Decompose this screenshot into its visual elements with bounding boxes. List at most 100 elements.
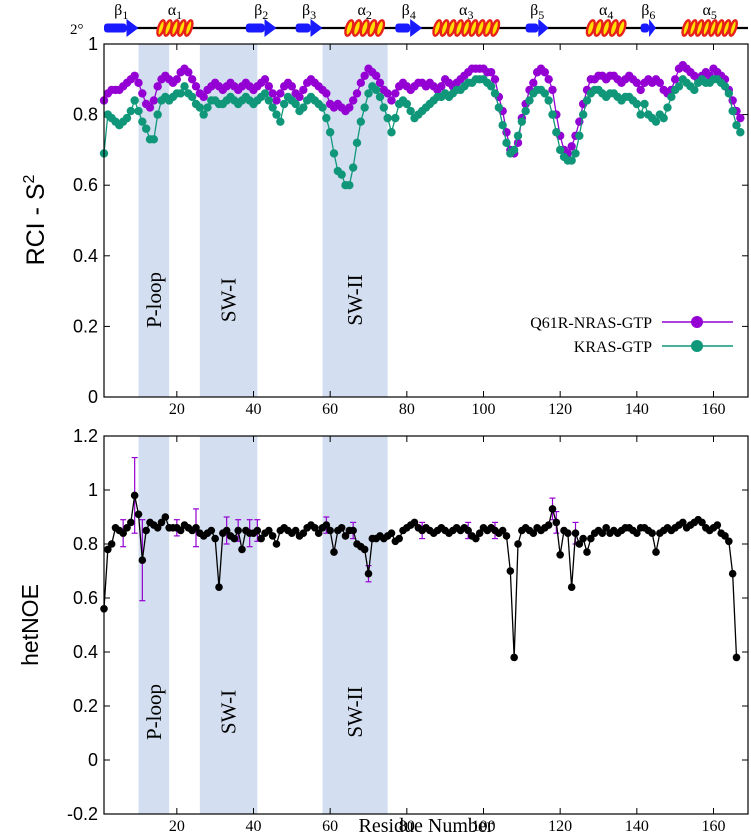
hetnoe-series-point	[253, 526, 262, 535]
nras-series-point	[540, 68, 550, 77]
hetnoe-series-point	[713, 521, 722, 529]
kras-series-point	[268, 103, 277, 112]
secondary-structure-label: α5	[702, 2, 716, 22]
hetnoe-series-point	[552, 518, 561, 527]
beta-strand-arrowhead	[649, 19, 656, 37]
y-tick-label: 1.2	[73, 426, 98, 446]
y-tick-label: 0.8	[73, 534, 98, 554]
hetnoe-series-point	[464, 526, 472, 535]
hetnoe-series-point	[633, 529, 641, 537]
kras-series-point	[552, 128, 561, 137]
hetnoe-series-point	[395, 534, 403, 543]
hetnoe-series-point	[721, 532, 729, 540]
hetnoe-series-point	[234, 526, 242, 535]
secondary-structure-label-index: 4	[607, 8, 613, 22]
nras-series-point	[490, 75, 500, 84]
secondary-structure-label-index: 5	[711, 8, 717, 22]
kras-series-point	[728, 106, 737, 116]
region-shading-sw-ii	[322, 436, 388, 814]
x-tick-label: 140	[625, 401, 649, 418]
kras-series-point	[375, 92, 385, 102]
nras-series-point	[348, 96, 358, 105]
secondary-structure-label-symbol: α	[702, 2, 711, 19]
hetnoe-series-point	[648, 529, 656, 537]
nras-series-point	[360, 71, 369, 80]
hetnoe-series-point	[679, 518, 687, 527]
kras-series-point	[525, 96, 534, 105]
kras-series-point	[329, 149, 339, 158]
nras-series-point	[529, 78, 538, 88]
hetnoe-series-point	[502, 532, 511, 540]
x-tick-label: 20	[169, 401, 185, 418]
beta-strand-arrowhead	[410, 19, 423, 37]
nras-series-point	[134, 78, 143, 88]
hetnoe-series-point	[230, 534, 239, 543]
secondary-structure-label-index: 1	[122, 8, 128, 22]
nras-series-point	[387, 96, 396, 105]
hetnoe-series-point	[598, 529, 607, 537]
secondary-structure-label: β1	[114, 2, 128, 22]
secondary-structure-label-symbol: β	[641, 2, 649, 19]
kras-series-point	[364, 89, 373, 98]
x-tick-label: 100	[472, 818, 496, 835]
hetnoe-series-point	[161, 513, 170, 521]
kras-series-point	[674, 82, 684, 91]
top-y-axis-label-superscript: 2	[21, 174, 38, 183]
beta-strand-body	[245, 23, 265, 33]
kras-series-point	[203, 103, 212, 112]
beta-strand-arrowhead	[126, 19, 139, 37]
x-tick-label: 40	[246, 401, 262, 418]
secondary-structure-label-index: 2	[366, 8, 372, 22]
hetnoe-series-point	[364, 569, 373, 578]
bottom-region-labels: P-loop SW-I SW-II	[142, 684, 367, 740]
beta-strand-body	[295, 23, 311, 33]
kras-series-point	[176, 89, 185, 98]
secondary-structure-label: β4	[402, 2, 416, 22]
hetnoe-series-point	[575, 540, 584, 548]
kras-series-point	[153, 110, 162, 119]
x-tick-label: 20	[169, 818, 185, 835]
secondary-structure-label: β5	[530, 2, 544, 22]
nras-series-point	[356, 78, 366, 88]
secondary-structure-label: α4	[599, 2, 613, 22]
kras-series-point	[582, 96, 592, 105]
kras-series-point	[544, 96, 553, 105]
kras-series-point	[199, 110, 208, 119]
secondary-structure-label-index: 4	[410, 8, 416, 22]
bottom-tick-labels: -0.2 0 0.2 0.4 0.6 0.8 1 1.2 20 40 60 80 100 120 140 16…	[67, 426, 726, 835]
nras-series-point	[138, 89, 147, 98]
kras-series-point	[130, 96, 139, 105]
secondary-structure-label-symbol: β	[254, 2, 262, 19]
hetnoe-series-point	[514, 540, 522, 548]
beta-strand-body	[525, 23, 539, 33]
hetnoe-series-line	[103, 495, 738, 658]
hetnoe-series-point	[211, 534, 219, 543]
kras-series-point	[391, 113, 400, 123]
secondary-structure-track: 2° β1 α1 β2 β3 α2 β4 α3 β5 α4 β6 α5	[70, 2, 748, 38]
region-label-sw-i: SW-I	[217, 278, 241, 322]
kras-series-point	[663, 103, 672, 112]
legend-marker-q61r-nras-gtp	[691, 316, 703, 328]
top-series	[99, 60, 745, 190]
secondary-structure-label-index: 3	[310, 8, 316, 22]
secondary-structure-label-index: 5	[538, 8, 544, 22]
secondary-structure-label-symbol: β	[402, 2, 410, 19]
secondary-structure-label-index: 3	[467, 8, 473, 22]
nras-series-point	[670, 75, 680, 84]
hetnoe-series-point	[583, 548, 591, 556]
hetnoe-series-point	[567, 583, 576, 591]
hetnoe-series-point	[349, 526, 357, 535]
kras-series-point	[126, 106, 136, 116]
y-tick-label: 0.6	[73, 175, 98, 195]
kras-series-point	[291, 99, 300, 109]
nras-series-point	[260, 75, 270, 84]
beta-strand-body	[104, 23, 127, 33]
beta-strand-arrowhead	[538, 19, 549, 37]
hetnoe-series-point	[330, 548, 338, 556]
secondary-structure-label-symbol: α	[168, 2, 177, 19]
hetnoe-series-point	[472, 534, 480, 543]
nras-series-point	[187, 75, 197, 84]
kras-series-point	[521, 106, 530, 116]
nras-series-point	[375, 78, 385, 88]
hetnoe-series-point	[475, 529, 484, 537]
